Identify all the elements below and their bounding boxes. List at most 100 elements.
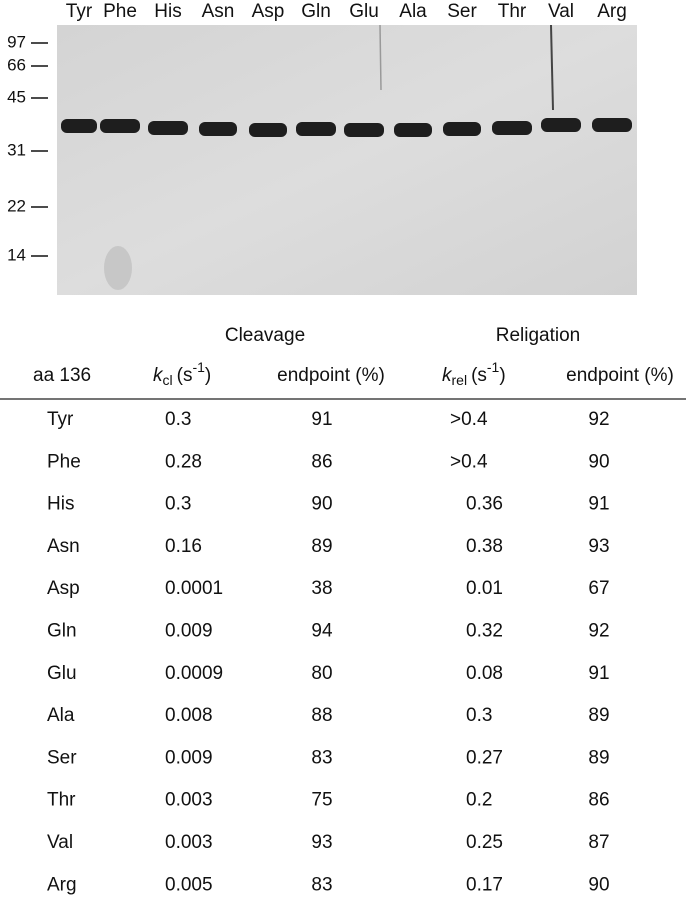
marker-label: 66 xyxy=(7,55,26,74)
gel-smear xyxy=(104,246,132,290)
unit: (s xyxy=(177,365,193,386)
lane-label: Glu xyxy=(349,1,379,22)
gel-band xyxy=(592,118,632,132)
table-cell: 86 xyxy=(588,790,609,811)
table-cell: 0.009 xyxy=(165,747,213,768)
table-cell: 0.28 xyxy=(165,451,202,472)
gel-band xyxy=(344,123,384,137)
table-cell: 90 xyxy=(588,874,609,895)
table-cell: 0.0009 xyxy=(165,663,223,684)
marker-label: 22 xyxy=(7,196,26,215)
table-cell: 89 xyxy=(588,747,609,768)
column-header: endpoint (%) xyxy=(277,365,385,386)
table-cell: >0.4 xyxy=(450,409,488,430)
gel-band xyxy=(148,121,188,135)
marker-label: 31 xyxy=(7,140,26,159)
gel-band xyxy=(443,122,481,136)
column-header: endpoint (%) xyxy=(566,365,674,386)
gel-band xyxy=(492,121,532,135)
lane-label: Ser xyxy=(447,1,477,22)
gel-scratch xyxy=(550,24,554,111)
gel-image xyxy=(57,25,637,295)
marker-label: 14 xyxy=(7,245,26,264)
lane-label: Ala xyxy=(399,1,427,22)
table-cell: 0.01 xyxy=(466,578,503,599)
table-cell: 91 xyxy=(588,663,609,684)
table-cell: 88 xyxy=(311,705,332,726)
table-cell: 0.003 xyxy=(165,790,213,811)
table-cell: 0.17 xyxy=(466,874,503,895)
group-header: Cleavage xyxy=(225,325,305,346)
superscript: -1 xyxy=(487,359,500,375)
table-cell: 93 xyxy=(311,832,332,853)
table-cell: >0.4 xyxy=(450,451,488,472)
table-cell: Thr xyxy=(47,790,76,811)
table-cell: 38 xyxy=(311,578,332,599)
table-cell: 0.25 xyxy=(466,832,503,853)
table-cell: 0.008 xyxy=(165,705,213,726)
table-cell: 0.009 xyxy=(165,621,213,642)
table-cell: 0.005 xyxy=(165,874,213,895)
gel-band xyxy=(249,123,287,137)
table-cell: 0.16 xyxy=(165,536,202,557)
table-cell: 92 xyxy=(588,621,609,642)
table-cell: Gln xyxy=(47,621,77,642)
gel-band xyxy=(61,119,97,133)
lane-label: Asp xyxy=(252,1,285,22)
table-cell: Arg xyxy=(47,874,77,895)
table-cell: 75 xyxy=(311,790,332,811)
table-cell: 83 xyxy=(311,874,332,895)
table-cell: 0.27 xyxy=(466,747,503,768)
table-cell: 90 xyxy=(588,451,609,472)
table-cell: 0.36 xyxy=(466,494,503,515)
gel-band xyxy=(100,119,140,133)
table-cell: 93 xyxy=(588,536,609,557)
marker-label: 45 xyxy=(7,87,26,106)
table-cell: Val xyxy=(47,832,73,853)
table-cell: His xyxy=(47,494,74,515)
table-cell: Phe xyxy=(47,451,81,472)
table-cell: Tyr xyxy=(47,409,74,430)
table-cell: 89 xyxy=(588,705,609,726)
table-cell: 0.0001 xyxy=(165,578,223,599)
table-cell: Ser xyxy=(47,747,77,768)
table-cell: 0.32 xyxy=(466,621,503,642)
column-header: krel (s-1) xyxy=(442,359,506,388)
table-cell: 91 xyxy=(311,409,332,430)
unit-close: ) xyxy=(499,365,505,386)
table-cell: 0.003 xyxy=(165,832,213,853)
column-header: kcl (s-1) xyxy=(153,359,211,388)
lane-label: Thr xyxy=(498,1,527,22)
gel-band xyxy=(199,122,237,136)
table-cell: 0.3 xyxy=(165,494,191,515)
gel-band xyxy=(394,123,432,137)
superscript: -1 xyxy=(192,359,205,375)
symbol: k xyxy=(442,365,453,386)
subscript: cl xyxy=(163,372,173,388)
table-cell: 0.3 xyxy=(466,705,492,726)
table-cell: 90 xyxy=(311,494,332,515)
gel-scratch xyxy=(379,24,382,91)
unit-close: ) xyxy=(205,365,211,386)
lane-label: Arg xyxy=(597,1,627,22)
table-cell: 86 xyxy=(311,451,332,472)
table-cell: 92 xyxy=(588,409,609,430)
table-cell: 80 xyxy=(311,663,332,684)
lane-label: Asn xyxy=(202,1,235,22)
gel-band xyxy=(541,118,581,132)
table-cell: Ala xyxy=(47,705,75,726)
lane-label: Phe xyxy=(103,1,137,22)
unit: (s xyxy=(471,365,487,386)
lane-label: Gln xyxy=(301,1,331,22)
lane-label: Val xyxy=(548,1,574,22)
table-cell: Glu xyxy=(47,663,77,684)
table-cell: 89 xyxy=(311,536,332,557)
marker-label: 97 xyxy=(7,32,26,51)
group-header: Religation xyxy=(496,325,581,346)
symbol: k xyxy=(153,365,164,386)
lane-label: Tyr xyxy=(66,1,93,22)
table-cell: 94 xyxy=(311,621,333,642)
table-cell: Asp xyxy=(47,578,80,599)
gel-band xyxy=(296,122,336,136)
